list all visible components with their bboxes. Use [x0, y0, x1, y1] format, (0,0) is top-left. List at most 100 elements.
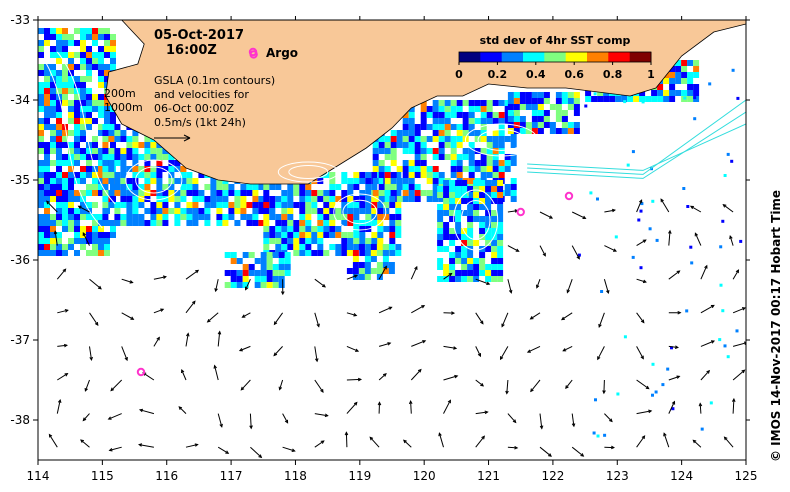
velocity-arrow — [700, 265, 708, 280]
colorbar-swatch — [565, 52, 588, 62]
sst-cell — [246, 202, 253, 208]
velocity-arrowhead — [674, 345, 679, 349]
sst-cell — [504, 190, 511, 196]
sst-cell — [461, 252, 468, 258]
sst-cell — [50, 160, 56, 166]
sst-cell — [120, 160, 127, 166]
velocity-arrow — [89, 312, 99, 326]
sst-cell — [102, 178, 109, 184]
map-time: 16:00Z — [166, 43, 217, 58]
sst-cell — [38, 88, 44, 94]
velocity-arrow — [314, 379, 324, 393]
sst-cell — [346, 250, 353, 256]
velocity-arrowhead — [245, 286, 249, 291]
map-date: 05-Oct-2017 — [154, 28, 244, 43]
sst-cell — [204, 220, 211, 226]
sst-cell — [513, 98, 520, 104]
velocity-arrowhead — [355, 348, 360, 352]
sst-cell — [92, 106, 98, 112]
satellite-track — [527, 111, 746, 179]
velocity-arrowhead — [560, 316, 565, 321]
sst-cell — [98, 250, 104, 256]
sst-cell — [150, 142, 157, 148]
sst-cell — [525, 128, 532, 134]
sst-cell — [293, 226, 300, 232]
argo-floats — [136, 50, 574, 377]
velocity-arrowhead — [273, 321, 278, 326]
sst-cell — [150, 166, 157, 172]
sst-cell — [370, 268, 377, 274]
velocity-arrowhead — [642, 279, 647, 284]
sst-cell — [341, 190, 348, 196]
sst-cell — [383, 214, 390, 220]
sst-cell — [510, 160, 517, 166]
sst-cell — [92, 226, 98, 232]
sst-cell — [222, 190, 229, 196]
sst-cell — [114, 154, 121, 160]
sst-cell — [252, 220, 259, 226]
sst-cell — [461, 198, 468, 204]
sst-cell — [92, 28, 98, 34]
sst-cell — [414, 172, 421, 178]
sst-cell — [323, 250, 330, 256]
sst-cell — [266, 258, 273, 264]
sst-cell — [420, 148, 427, 154]
sst-cell — [114, 136, 121, 142]
velocity-arrowhead — [130, 316, 135, 320]
velocity-arrowhead — [648, 409, 653, 414]
sst-cell — [609, 96, 616, 102]
sst-cell — [492, 100, 499, 106]
sst-cell — [132, 196, 139, 202]
velocity-arrowhead — [692, 439, 697, 444]
velocity-arrows — [46, 198, 746, 459]
sst-cell — [377, 202, 384, 208]
gsla-line-1: GSLA (0.1m contours) — [154, 74, 275, 87]
sst-cell — [92, 94, 98, 100]
sst-cell — [359, 250, 366, 256]
sst-cell — [104, 118, 110, 124]
velocity-arrowhead — [580, 453, 585, 457]
sst-cell — [168, 190, 175, 196]
colorbar-tick-label: 0.2 — [488, 68, 508, 81]
sst-cell — [86, 106, 92, 112]
velocity-arrow — [282, 413, 289, 424]
sst-cell — [284, 264, 291, 270]
sst-cell — [365, 172, 372, 178]
sst-cell — [92, 52, 98, 58]
sst-cell — [92, 136, 98, 142]
sst-cell — [432, 196, 439, 202]
sst-cell — [474, 118, 481, 124]
sst-cell — [443, 210, 450, 216]
sst-cell — [383, 196, 390, 202]
sst-cell — [50, 142, 56, 148]
velocity-arrowhead — [530, 388, 534, 393]
sst-cell — [504, 118, 511, 124]
sst-cell — [378, 196, 385, 202]
sst-cell — [358, 244, 365, 250]
sst-cell — [240, 202, 247, 208]
velocity-arrowhead — [320, 440, 325, 444]
sst-cell — [376, 250, 383, 256]
sst-speck — [639, 209, 643, 213]
velocity-arrowhead — [597, 356, 601, 361]
sst-cell — [561, 128, 568, 134]
sst-cell — [555, 92, 562, 98]
sst-cell — [162, 196, 169, 202]
sst-cell — [455, 276, 462, 282]
sst-cell — [480, 160, 487, 166]
sst-cell — [549, 104, 556, 110]
sst-cell — [156, 154, 163, 160]
sst-cell — [156, 184, 163, 190]
sst-cell — [150, 208, 157, 214]
velocity-arrowhead — [57, 398, 62, 404]
sst-cell — [395, 172, 402, 178]
sst-cell — [44, 166, 50, 172]
sst-cell — [260, 270, 267, 276]
sst-cell — [479, 270, 486, 276]
gsla-contour — [125, 159, 183, 201]
velocity-arrowhead — [609, 418, 613, 423]
sst-cell — [353, 244, 360, 250]
sst-cell — [456, 172, 463, 178]
sst-cell — [491, 198, 498, 204]
sst-cell — [86, 250, 92, 256]
